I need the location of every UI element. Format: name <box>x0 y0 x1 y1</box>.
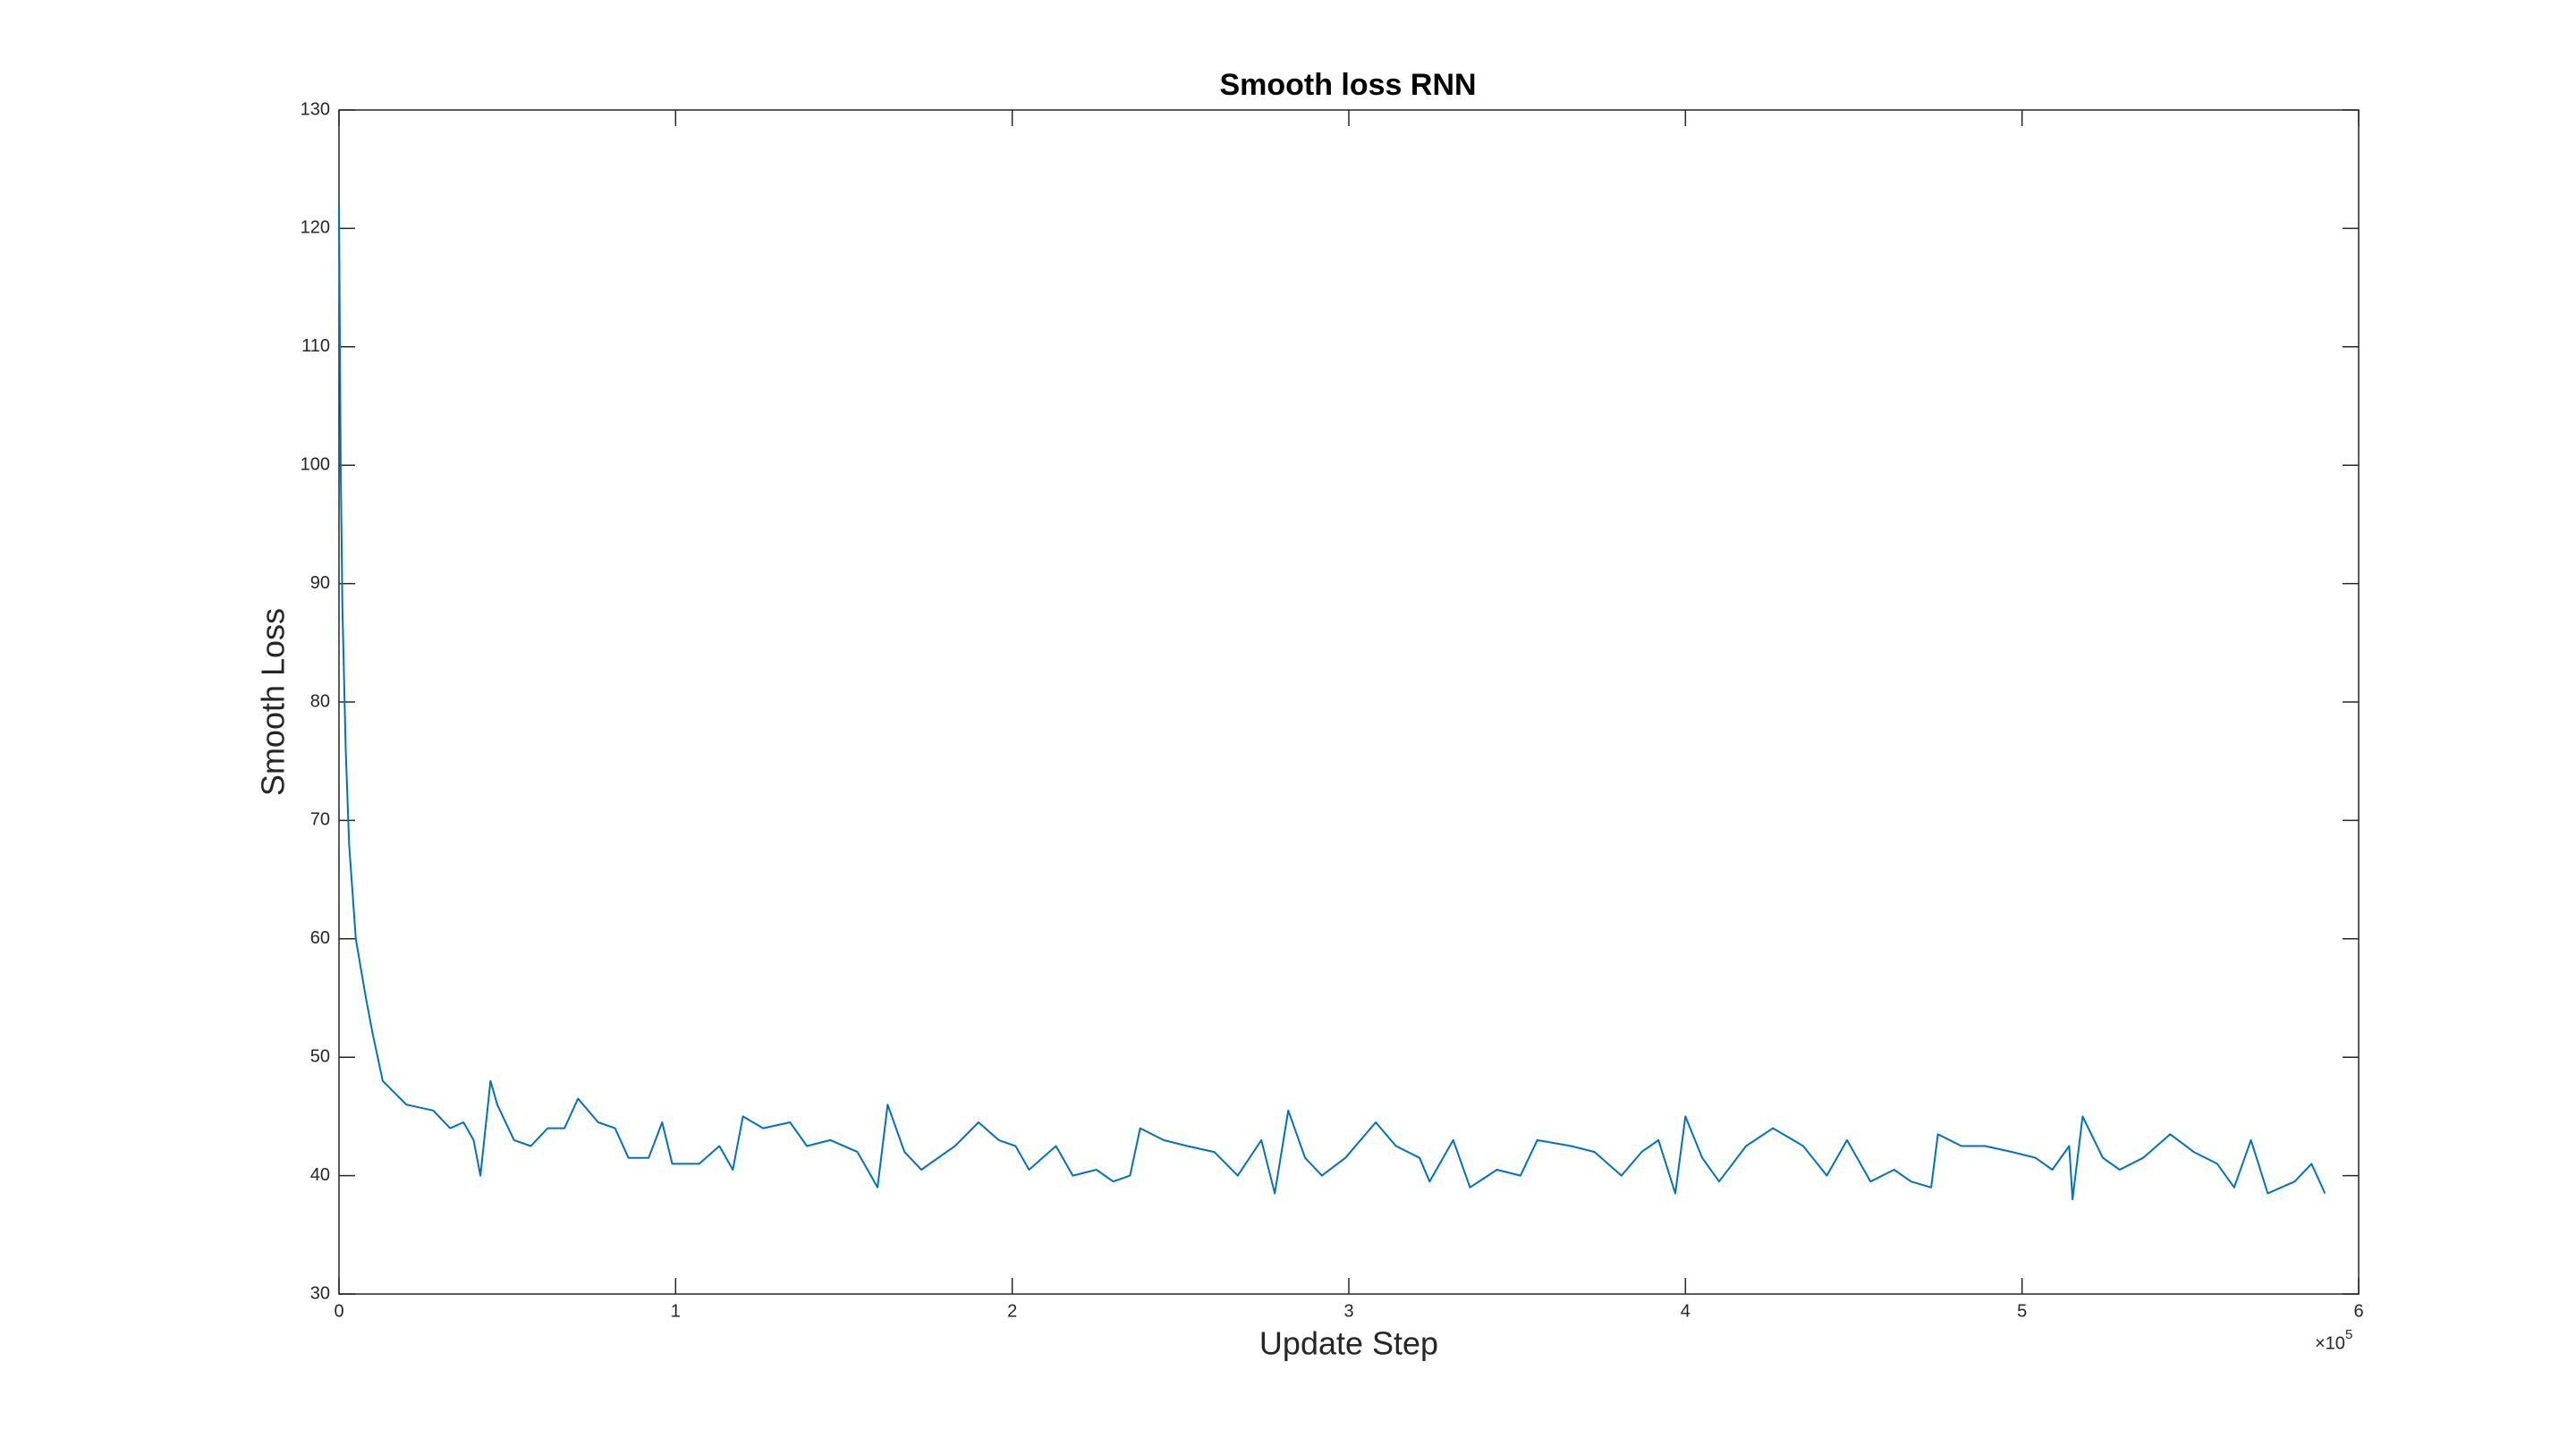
x-multiplier-exponent: 5 <box>2345 1327 2352 1342</box>
y-tick-label: 50 <box>310 1046 330 1066</box>
y-tick-label: 100 <box>301 454 330 474</box>
y-tick-label: 90 <box>310 573 330 593</box>
y-tick-label: 120 <box>301 218 330 238</box>
y-tick-label: 80 <box>310 691 330 711</box>
y-axis-label: Smooth Loss <box>255 608 292 796</box>
chart-title: Smooth loss RNN <box>1219 68 1476 102</box>
y-tick-label: 70 <box>310 810 330 830</box>
x-tick-label: 5 <box>2017 1301 2027 1321</box>
x-multiplier: ×10 <box>2315 1333 2345 1353</box>
x-tick-label: 6 <box>2353 1301 2363 1321</box>
plot-area <box>338 109 2360 1295</box>
x-axis-label: Update Step <box>1259 1325 1438 1362</box>
x-tick-label: 1 <box>671 1301 681 1321</box>
y-tick-label: 40 <box>310 1165 330 1185</box>
x-tick-label: 4 <box>1681 1301 1690 1321</box>
data-line <box>338 204 2326 1201</box>
x-tick-label: 2 <box>1007 1301 1017 1321</box>
x-tick-label: 3 <box>1343 1301 1353 1321</box>
y-tick-label: 30 <box>310 1283 330 1303</box>
y-tick-label: 60 <box>310 928 330 948</box>
y-tick-label: 130 <box>301 99 330 119</box>
y-tick-label: 110 <box>301 336 330 356</box>
x-tick-label: 0 <box>334 1301 343 1321</box>
